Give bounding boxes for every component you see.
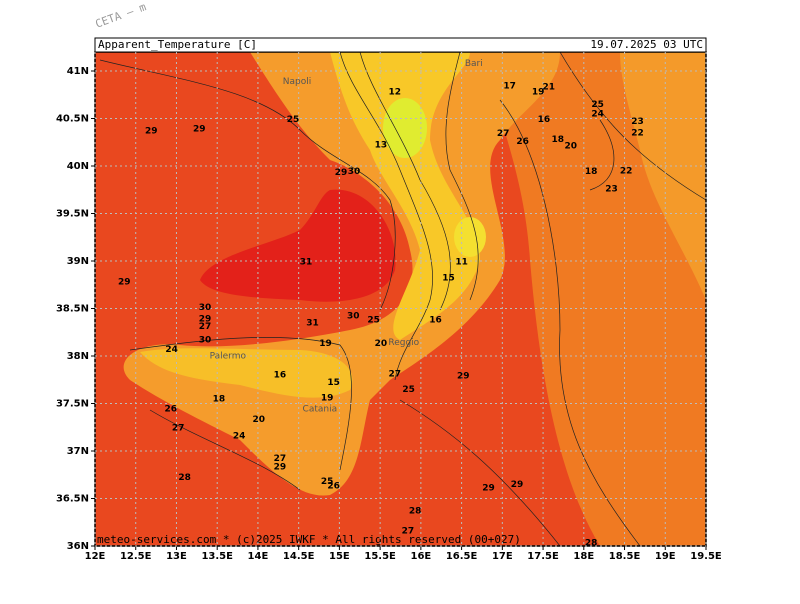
contour-label: 30: [199, 335, 212, 345]
contour-label: 27: [497, 129, 510, 139]
contour-label: 12: [389, 87, 402, 97]
place-name: Palermo: [210, 352, 247, 362]
contour-label: 24: [165, 345, 178, 355]
y-tick-label: 37N: [67, 446, 89, 457]
footer: meteo-services.com * (c)2025 IWKF * All …: [97, 533, 521, 546]
contour-label: 19: [321, 393, 334, 403]
contour-label: 30: [199, 303, 212, 313]
contour-label: 29: [193, 124, 206, 134]
x-tick-label: 14.5E: [283, 551, 315, 562]
contour-label: 22: [631, 128, 644, 138]
x-tick-label: 14E: [248, 551, 269, 562]
contour-label: 31: [306, 318, 319, 328]
contour-label: 22: [620, 166, 633, 176]
contour-label: 27: [199, 322, 212, 332]
header-bar: [94, 37, 707, 53]
place-name: Reggio: [388, 338, 419, 348]
x-tick-label: 17.5E: [527, 551, 559, 562]
contour-label: 29: [145, 126, 158, 136]
x-tick-label: 19E: [655, 551, 676, 562]
contour-label: 15: [327, 378, 340, 388]
y-tick-label: 40.5N: [56, 114, 89, 125]
contour-label: 28: [178, 473, 191, 483]
x-tick-label: 13E: [166, 551, 187, 562]
contour-label: 25: [402, 385, 415, 395]
contour-label: 23: [605, 184, 618, 194]
contour-label: 29: [335, 168, 348, 178]
y-tick-label: 36.5N: [56, 494, 89, 505]
x-tick-label: 12.5E: [120, 551, 152, 562]
contour-label: 23: [631, 117, 644, 127]
x-tick-label: 15.5E: [364, 551, 396, 562]
contour-label: 24: [233, 431, 246, 441]
contour-label: 16: [429, 315, 442, 325]
contour-label: 26: [516, 137, 529, 147]
contour-label: 28: [585, 539, 598, 549]
contour-label: 18: [585, 167, 598, 177]
contour-label: 25: [367, 315, 380, 325]
watermark: CETA – m: [94, 0, 149, 30]
x-tick-label: 13.5E: [201, 551, 233, 562]
contour-label: 25: [591, 100, 604, 110]
contour-label: 19: [532, 87, 545, 97]
contour-label: 29: [457, 371, 470, 381]
x-tick-label: 17E: [492, 551, 513, 562]
contour-label: 26: [327, 482, 340, 492]
x-tick-label: 12E: [85, 551, 106, 562]
map-title: Apparent_Temperature [C]: [98, 38, 257, 51]
contour-label: 16: [274, 371, 287, 381]
contour-label: 21: [543, 83, 556, 93]
contour-label: 27: [402, 526, 415, 536]
contour-label: 29: [274, 463, 287, 473]
y-tick-label: 38N: [67, 351, 89, 362]
contour-label: 17: [503, 82, 516, 92]
contour-label: 27: [389, 370, 402, 380]
x-tick-label: 18.5E: [609, 551, 641, 562]
contour-label: 13: [375, 141, 388, 151]
place-name: Bari: [465, 59, 483, 69]
contour-label: 29: [482, 484, 495, 494]
timestamp: 19.07.2025 03 UTC: [590, 38, 703, 51]
x-tick-label: 15E: [329, 551, 350, 562]
x-tick-label: 19.5E: [690, 551, 722, 562]
x-tick-label: 18E: [573, 551, 594, 562]
contour-label: 20: [375, 339, 388, 349]
place-name: Catania: [303, 405, 338, 415]
contour-label: 25: [321, 477, 334, 487]
y-tick-label: 36N: [67, 541, 89, 552]
y-tick-label: 38.5N: [56, 304, 89, 315]
contour-label: 29: [511, 480, 524, 490]
y-tick-label: 39.5N: [56, 209, 89, 220]
contour-label: 30: [348, 167, 361, 177]
contour-label: 15: [442, 274, 455, 284]
contour-label: 29: [118, 277, 131, 287]
contour-label: 18: [213, 394, 226, 404]
y-tick-label: 41N: [67, 66, 89, 77]
contour-label: 27: [274, 454, 287, 464]
contour-label: 30: [347, 312, 360, 322]
contour-label: 18: [551, 135, 564, 145]
contours: [99, 52, 706, 546]
contour-label: 19: [319, 339, 332, 349]
temperature-field: [95, 52, 706, 546]
contour-label: 20: [252, 415, 265, 425]
contour-label: 29: [199, 314, 212, 324]
y-tick-label: 39N: [67, 256, 89, 267]
contour-label: 28: [409, 506, 422, 516]
contour-label: 31: [300, 257, 313, 267]
y-tick-label: 40N: [67, 161, 89, 172]
contour-label: 25: [287, 115, 300, 125]
x-tick-label: 16.5E: [446, 551, 478, 562]
contour-label: 11: [455, 257, 468, 267]
contour-label: 24: [591, 109, 604, 119]
contour-label: 20: [564, 142, 577, 152]
contour-label: 26: [164, 405, 177, 415]
y-tick-label: 37.5N: [56, 399, 89, 410]
place-name: Napoli: [283, 77, 311, 87]
contour-label: 27: [172, 424, 185, 434]
x-tick-label: 16E: [410, 551, 431, 562]
contour-label: 16: [538, 115, 551, 125]
